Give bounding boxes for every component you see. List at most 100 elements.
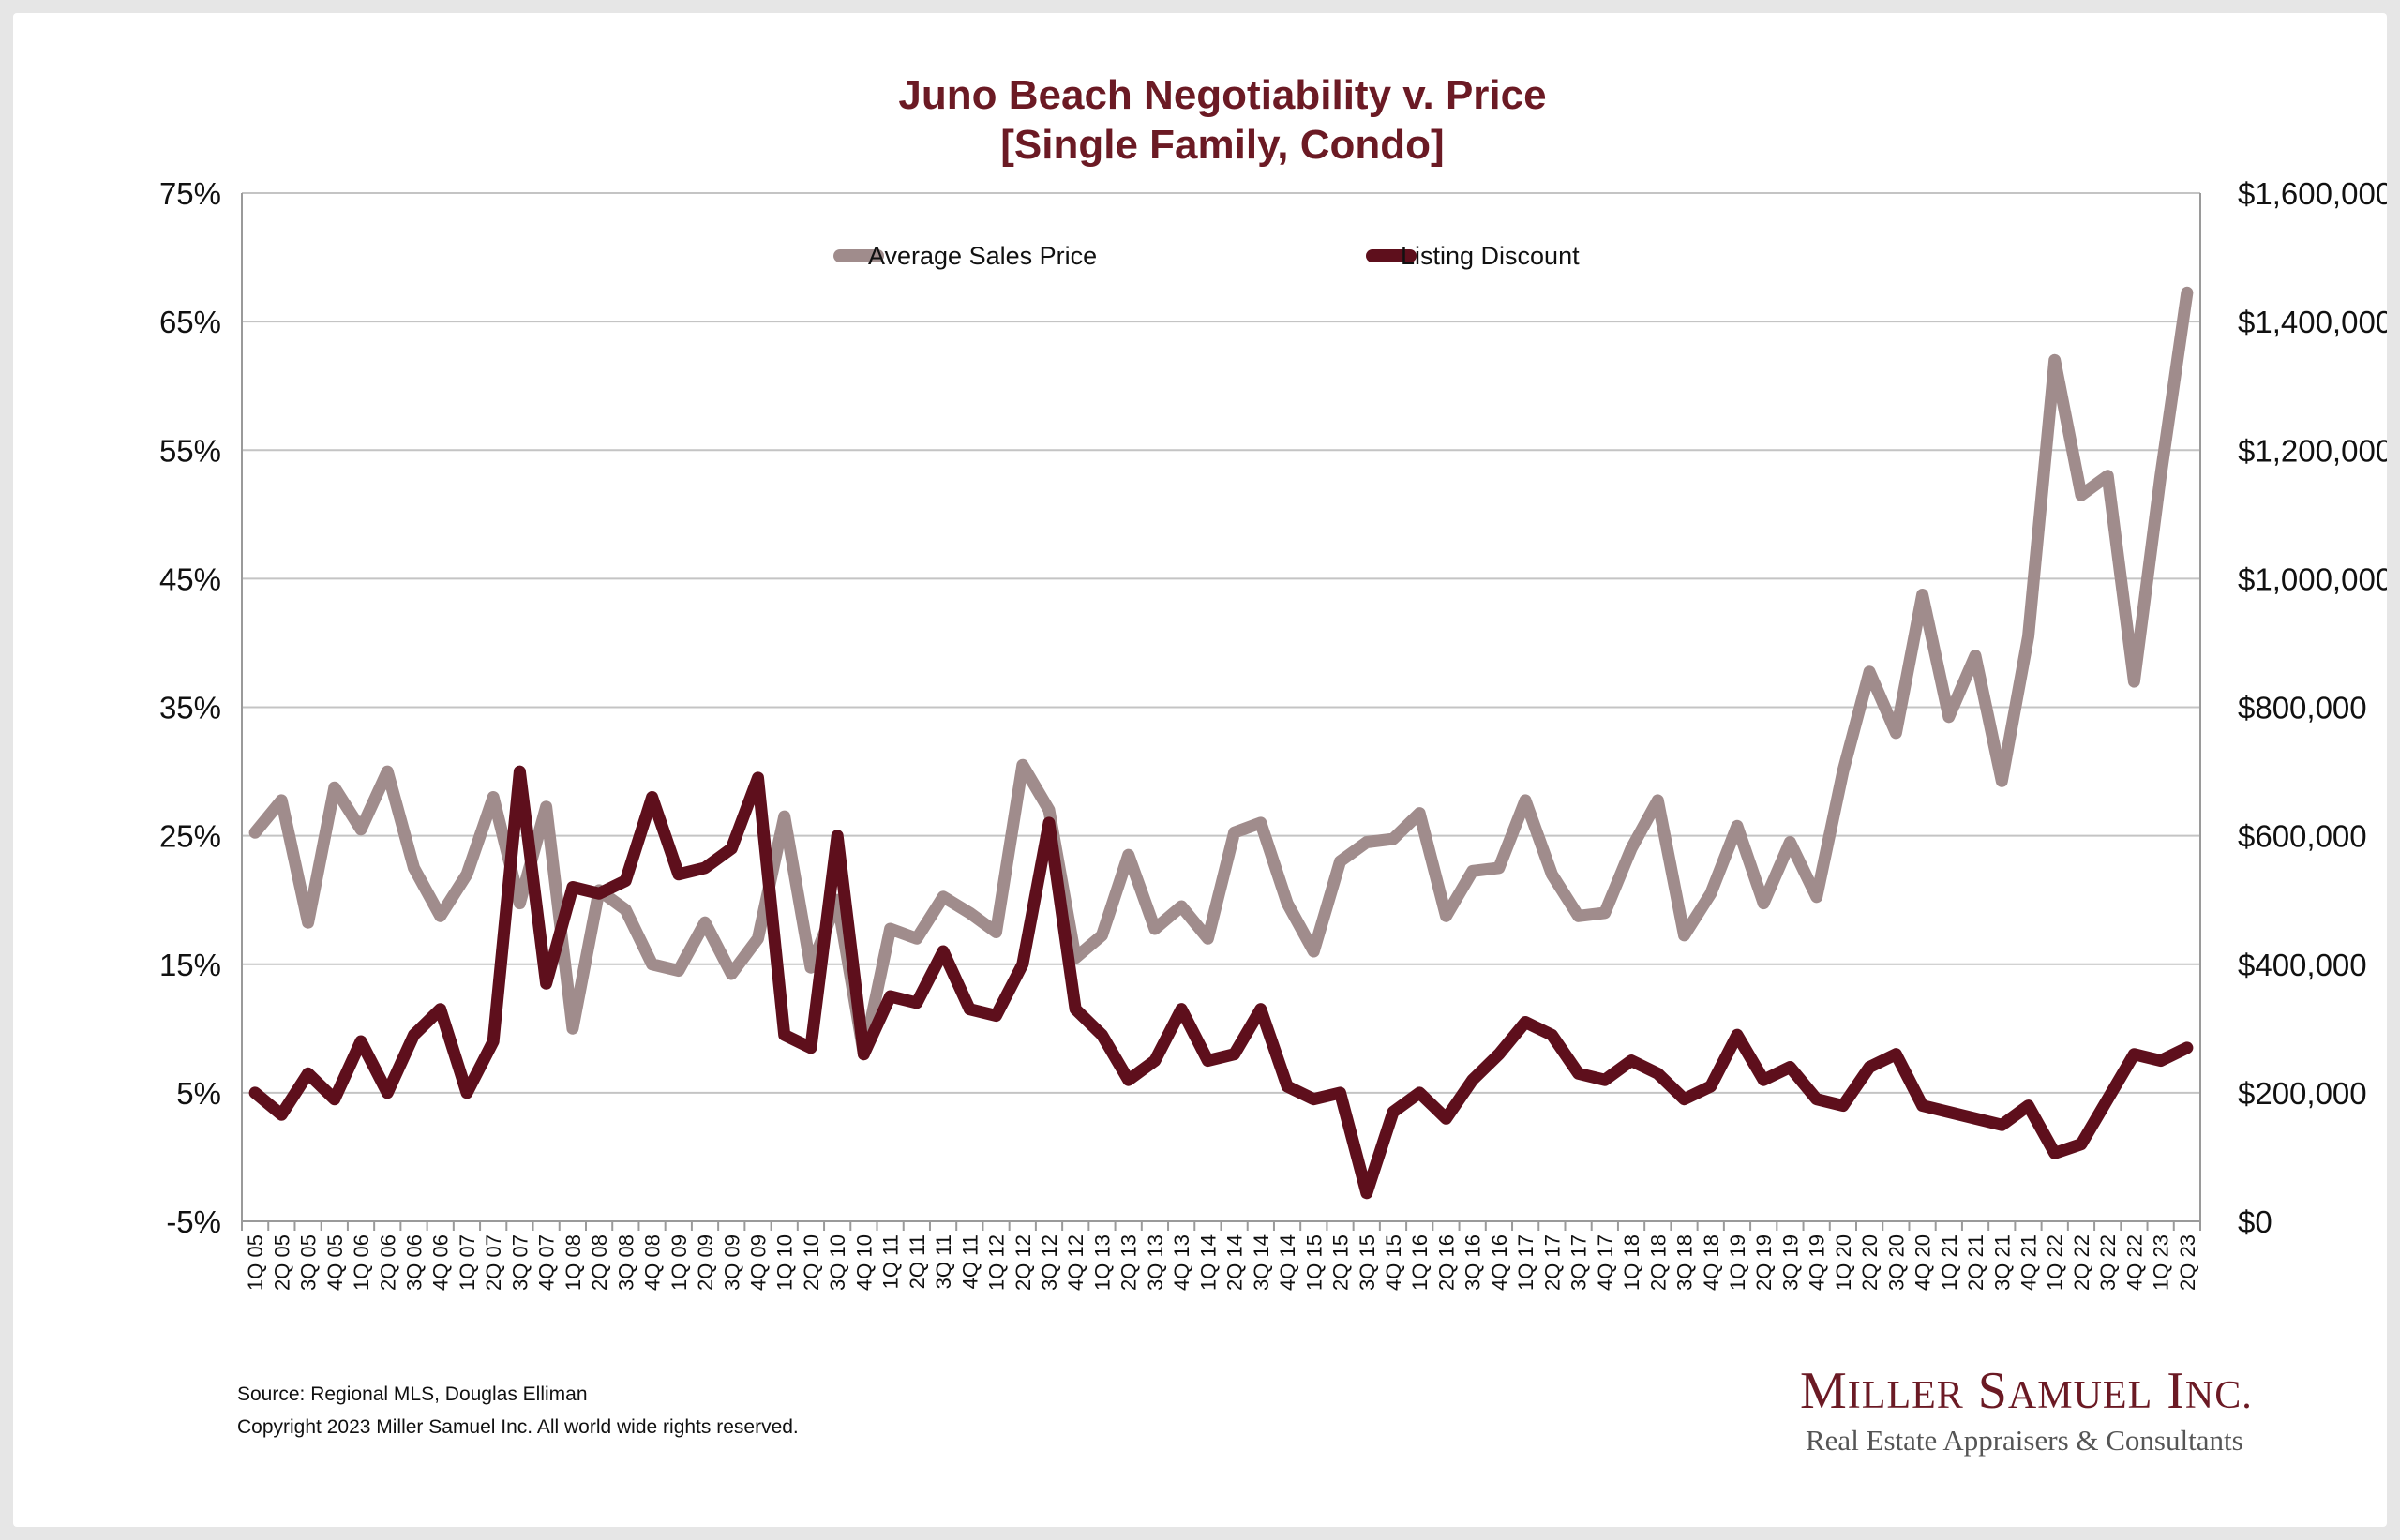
x-tick-label: 1Q 10 <box>773 1234 797 1291</box>
x-tick-label: 3Q 21 <box>1990 1234 2014 1291</box>
chart-title-line2: [Single Family, Condo] <box>1000 122 1444 168</box>
x-tick-label: 1Q 23 <box>2150 1234 2173 1291</box>
x-tick-label: 3Q 12 <box>1038 1234 1061 1291</box>
x-tick-label: 3Q 20 <box>1884 1234 1908 1291</box>
right-tick-label: $1,000,000 <box>2238 561 2387 596</box>
brand-tagline: Real Estate Appraisers & Consultants <box>1806 1424 2243 1457</box>
x-tick-label: 3Q 07 <box>508 1234 532 1291</box>
x-tick-label: 3Q 18 <box>1673 1234 1697 1291</box>
left-tick-label: 75% <box>159 176 221 211</box>
x-tick-label: 1Q 14 <box>1196 1234 1220 1291</box>
x-tick-label: 4Q 15 <box>1382 1234 1405 1291</box>
left-tick-label: 55% <box>159 433 221 468</box>
x-tick-label: 2Q 08 <box>588 1234 611 1291</box>
source-note: Source: Regional MLS, Douglas Elliman <box>237 1383 588 1405</box>
x-tick-label: 4Q 06 <box>429 1234 453 1291</box>
left-tick-label: -5% <box>166 1204 221 1239</box>
brand-logo: MILLER SAMUEL INC. Real Estate Appraiser… <box>1800 1362 2253 1457</box>
x-tick-label: 2Q 16 <box>1434 1234 1458 1291</box>
x-tick-label: 2Q 18 <box>1646 1234 1670 1291</box>
x-tick-label: 3Q 17 <box>1568 1234 1591 1291</box>
x-tick-label: 4Q 05 <box>323 1234 347 1291</box>
gridlines <box>242 192 2200 1094</box>
right-tick-label: $1,600,000 <box>2238 176 2387 211</box>
x-tick-label: 4Q 20 <box>1912 1234 1935 1291</box>
legend: Average Sales Price Listing Discount <box>833 242 1580 270</box>
chart-frame: Juno Beach Negotiability v. Price [Singl… <box>13 13 2387 1527</box>
x-tick-label: 2Q 15 <box>1329 1234 1353 1291</box>
x-tick-label: 2Q 17 <box>1540 1234 1564 1291</box>
x-tick-label: 2Q 22 <box>2070 1234 2093 1291</box>
x-tick-label: 2Q 21 <box>1964 1234 1988 1291</box>
x-axis: 1Q 05 2Q 05 3Q 05 4Q 05 1Q 06 2Q 06 3Q 06 4Q 06… <box>241 1220 2201 1291</box>
x-tick-label: 1Q 15 <box>1302 1234 1326 1291</box>
left-tick-label: 25% <box>159 819 221 854</box>
x-tick-label: 2Q 13 <box>1118 1234 1141 1291</box>
right-tick-label: $0 <box>2238 1204 2272 1239</box>
left-tick-label: 35% <box>159 691 221 725</box>
x-tick-label: 3Q 08 <box>614 1234 638 1291</box>
series-line-average-sales-price <box>248 286 2194 1061</box>
x-tick-label: 3Q 15 <box>1356 1234 1379 1291</box>
right-tick-label: $800,000 <box>2238 691 2367 725</box>
x-tick-label: 3Q 05 <box>297 1234 321 1291</box>
right-tick-label: $1,400,000 <box>2238 305 2387 339</box>
x-tick-label: 1Q 20 <box>1832 1234 1855 1291</box>
x-tick-label: 2Q 11 <box>906 1234 929 1289</box>
x-tick-label: 1Q 18 <box>1620 1234 1643 1291</box>
x-tick-label: 4Q 11 <box>958 1234 982 1289</box>
x-tick-label: 2Q 06 <box>376 1234 399 1291</box>
x-tick-label: 2Q 07 <box>482 1234 505 1291</box>
x-tick-label: 3Q 10 <box>826 1234 849 1291</box>
right-tick-label: $600,000 <box>2238 819 2367 854</box>
x-tick-label: 3Q 13 <box>1144 1234 1167 1291</box>
x-tick-label: 1Q 07 <box>456 1234 479 1291</box>
x-tick-label: 1Q 11 <box>879 1234 903 1289</box>
x-tick-label: 4Q 19 <box>1806 1234 1829 1291</box>
brand-name: MILLER SAMUEL INC. <box>1800 1362 2253 1420</box>
left-tick-label: 5% <box>176 1076 221 1111</box>
series-line-listing-discount <box>248 765 2194 1200</box>
chart-title-line1: Juno Beach Negotiability v. Price <box>898 72 1546 118</box>
x-tick-label: 4Q 08 <box>641 1234 665 1291</box>
x-tick-label: 1Q 09 <box>668 1234 691 1291</box>
x-tick-label: 1Q 13 <box>1090 1234 1114 1291</box>
x-tick-label: 3Q 14 <box>1250 1234 1273 1291</box>
left-tick-label: 15% <box>159 948 221 982</box>
x-tick-label: 1Q 08 <box>562 1234 585 1291</box>
x-tick-label: 4Q 09 <box>746 1234 770 1291</box>
x-tick-label: 2Q 05 <box>270 1234 293 1291</box>
x-tick-label: 2Q 19 <box>1752 1234 1776 1291</box>
x-tick-label: 4Q 18 <box>1700 1234 1723 1291</box>
x-tick-label: 1Q 12 <box>985 1234 1009 1291</box>
right-tick-label: $400,000 <box>2238 948 2367 982</box>
x-tick-label: 1Q 17 <box>1514 1234 1538 1291</box>
x-tick-label: 2Q 14 <box>1223 1234 1247 1291</box>
x-tick-label: 1Q 06 <box>350 1234 373 1291</box>
x-tick-label: 3Q 19 <box>1778 1234 1802 1291</box>
x-tick-label: 1Q 19 <box>1726 1234 1749 1291</box>
x-tick-label: 4Q 14 <box>1276 1234 1299 1291</box>
right-axis: $0 $200,000 $400,000 $600,000 $800,000 $1,000… <box>2199 176 2387 1239</box>
x-tick-label: 1Q 16 <box>1408 1234 1432 1291</box>
legend-label-price: Average Sales Price <box>868 242 1097 270</box>
x-tick-label: 3Q 06 <box>402 1234 426 1291</box>
x-tick-label: 4Q 07 <box>535 1234 559 1291</box>
x-tick-label: 4Q 17 <box>1594 1234 1617 1291</box>
left-tick-label: 65% <box>159 305 221 339</box>
x-tick-label: 2Q 12 <box>1012 1234 1035 1291</box>
series-layer <box>248 286 2194 1200</box>
left-axis: -5% 5% 15% 25% 35% 45% 55% 65% 75% <box>159 176 243 1239</box>
copyright-note: Copyright 2023 Miller Samuel Inc. All wo… <box>237 1416 799 1438</box>
x-tick-label: 2Q 10 <box>800 1234 823 1291</box>
x-tick-label: 3Q 22 <box>2096 1234 2120 1291</box>
x-tick-label: 2Q 20 <box>1858 1234 1882 1291</box>
x-tick-label: 3Q 16 <box>1462 1234 1485 1291</box>
chart-svg: Juno Beach Negotiability v. Price [Singl… <box>159 72 2387 1457</box>
x-tick-label: 2Q 09 <box>694 1234 717 1291</box>
x-tick-label: 1Q 05 <box>244 1234 267 1291</box>
x-tick-label: 4Q 22 <box>2122 1234 2146 1291</box>
x-tick-label: 3Q 09 <box>720 1234 743 1291</box>
x-tick-label: 1Q 21 <box>1938 1234 1961 1291</box>
x-tick-label: 4Q 16 <box>1488 1234 1511 1291</box>
